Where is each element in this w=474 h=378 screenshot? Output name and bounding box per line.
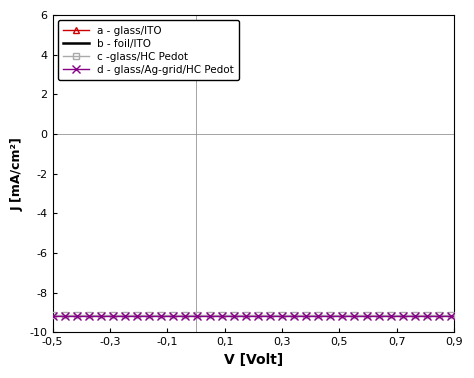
Line: d - glass/Ag-grid/HC Pedot: d - glass/Ag-grid/HC Pedot [48,312,458,321]
d - glass/Ag-grid/HC Pedot [451,314,457,319]
d - glass/Ag-grid/HC Pedot [209,314,214,319]
a - glass/ITO [98,340,104,345]
Y-axis label: J [mA/cm²]: J [mA/cm²] [11,137,24,211]
a - glass/ITO [302,340,308,345]
b - foil/ITO [342,340,347,345]
d - glass/Ag-grid/HC Pedot [342,314,347,319]
c -glass/HC Pedot [302,313,308,318]
d - glass/Ag-grid/HC Pedot [98,314,104,319]
a - glass/ITO [50,340,55,345]
b - foil/ITO [339,340,345,345]
a - glass/ITO [451,340,457,345]
c -glass/HC Pedot [181,313,186,318]
b - foil/ITO [451,340,457,345]
c -glass/HC Pedot [50,313,55,318]
c -glass/HC Pedot [342,313,347,318]
a - glass/ITO [342,340,347,345]
b - foil/ITO [98,340,104,345]
b - foil/ITO [50,340,55,345]
Line: a - glass/ITO: a - glass/ITO [50,339,457,345]
c -glass/HC Pedot [209,313,214,318]
X-axis label: V [Volt]: V [Volt] [224,353,283,367]
d - glass/Ag-grid/HC Pedot [181,314,186,319]
b - foil/ITO [209,340,214,345]
a - glass/ITO [209,340,214,345]
c -glass/HC Pedot [339,313,345,318]
c -glass/HC Pedot [98,313,104,318]
Legend: a - glass/ITO, b - foil/ITO, c -glass/HC Pedot, d - glass/Ag-grid/HC Pedot: a - glass/ITO, b - foil/ITO, c -glass/HC… [58,20,239,80]
d - glass/Ag-grid/HC Pedot [302,314,308,319]
d - glass/Ag-grid/HC Pedot [50,314,55,319]
Line: c -glass/HC Pedot: c -glass/HC Pedot [50,313,457,318]
d - glass/Ag-grid/HC Pedot [339,314,345,319]
b - foil/ITO [181,340,186,345]
b - foil/ITO [302,340,308,345]
c -glass/HC Pedot [451,313,457,318]
a - glass/ITO [339,340,345,345]
a - glass/ITO [181,340,186,345]
